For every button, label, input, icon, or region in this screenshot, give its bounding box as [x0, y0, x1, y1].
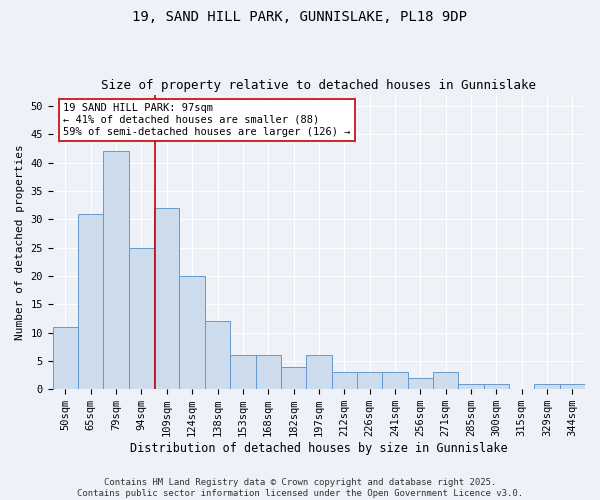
- Bar: [281, 366, 306, 389]
- Bar: [484, 384, 509, 389]
- Bar: [78, 214, 103, 389]
- Bar: [306, 355, 332, 389]
- Bar: [103, 151, 129, 389]
- Bar: [535, 384, 560, 389]
- Bar: [407, 378, 433, 389]
- Bar: [154, 208, 179, 389]
- Bar: [256, 355, 281, 389]
- Text: Contains HM Land Registry data © Crown copyright and database right 2025.
Contai: Contains HM Land Registry data © Crown c…: [77, 478, 523, 498]
- Title: Size of property relative to detached houses in Gunnislake: Size of property relative to detached ho…: [101, 79, 536, 92]
- Bar: [560, 384, 585, 389]
- Y-axis label: Number of detached properties: Number of detached properties: [15, 144, 25, 340]
- Bar: [230, 355, 256, 389]
- Bar: [53, 327, 78, 389]
- Bar: [357, 372, 382, 389]
- Bar: [205, 321, 230, 389]
- Bar: [332, 372, 357, 389]
- Text: 19 SAND HILL PARK: 97sqm
← 41% of detached houses are smaller (88)
59% of semi-d: 19 SAND HILL PARK: 97sqm ← 41% of detach…: [64, 104, 351, 136]
- Bar: [458, 384, 484, 389]
- Text: 19, SAND HILL PARK, GUNNISLAKE, PL18 9DP: 19, SAND HILL PARK, GUNNISLAKE, PL18 9DP: [133, 10, 467, 24]
- Bar: [179, 276, 205, 389]
- Bar: [382, 372, 407, 389]
- Bar: [129, 248, 154, 389]
- Bar: [433, 372, 458, 389]
- X-axis label: Distribution of detached houses by size in Gunnislake: Distribution of detached houses by size …: [130, 442, 508, 455]
